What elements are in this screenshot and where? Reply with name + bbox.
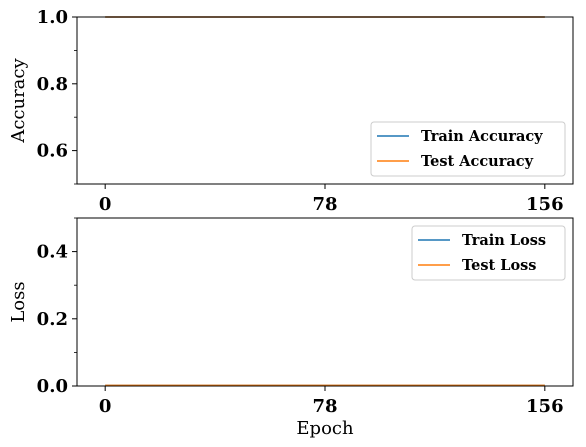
y-tick-label: 0.4 — [37, 242, 68, 263]
x-axis-label: Epoch — [296, 418, 354, 439]
x-tick-label: 0 — [99, 194, 112, 215]
x-tick-label: 0 — [99, 396, 112, 417]
legend: Train Loss Test Loss — [411, 225, 566, 281]
y-axis-label: Loss — [8, 281, 29, 322]
legend-entry-label: Train Loss — [462, 232, 546, 249]
chart-panel-1: 0 78 156 0.6 0.8 1.0 Accuracy Train Accuracy Tes… — [8, 7, 574, 215]
y-axis-label: Accuracy — [8, 58, 29, 144]
legend-box — [411, 225, 566, 281]
y-tick-label: 0.0 — [37, 376, 68, 397]
x-tick-label: 78 — [312, 396, 337, 417]
x-tick-label: 78 — [312, 194, 337, 215]
legend-box — [370, 121, 566, 177]
y-tick-label: 0.6 — [37, 141, 68, 162]
legend-entry-label: Train Accuracy — [421, 128, 543, 145]
y-tick-label: 0.2 — [37, 309, 68, 330]
legend: Train Accuracy Test Accuracy — [370, 121, 566, 177]
legend-entry-label: Test Loss — [462, 257, 536, 274]
chart-panel-2: 0 78 156 0.0 0.2 0.4 Loss Epoch Train Loss Test L… — [8, 217, 574, 439]
y-tick-label: 0.8 — [37, 74, 68, 95]
x-tick-label: 156 — [526, 194, 564, 215]
legend-entry-label: Test Accuracy — [421, 153, 534, 170]
x-tick-label: 156 — [526, 396, 564, 417]
y-tick-label: 1.0 — [37, 7, 68, 28]
